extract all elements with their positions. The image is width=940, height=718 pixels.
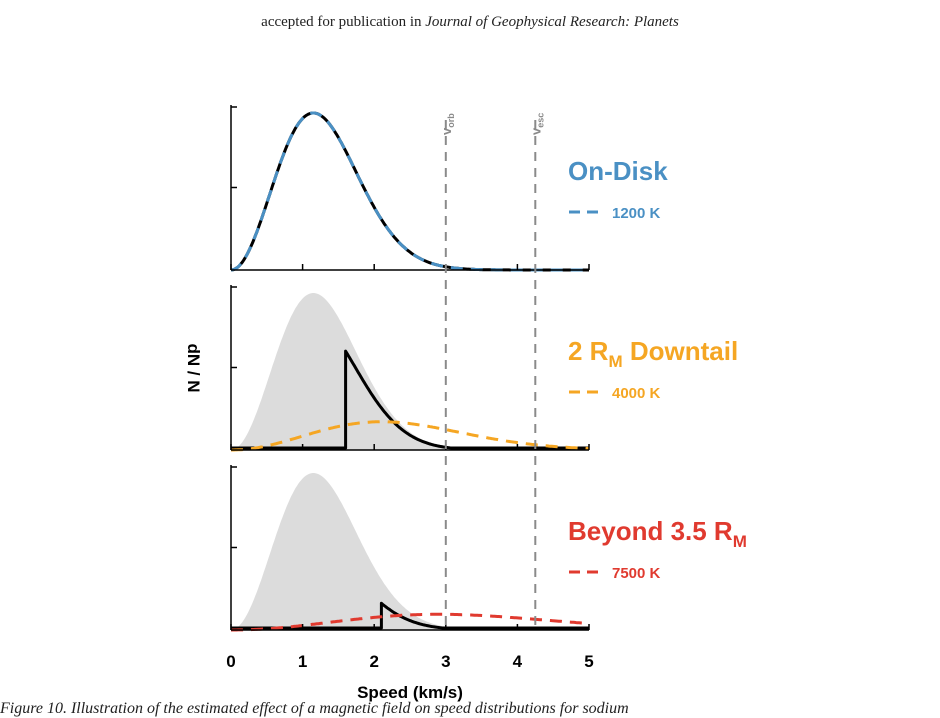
vline-label-orb: vorb [439,113,456,135]
legend-temperature-3: 7500 K [612,565,661,582]
reference-lines: vorb vesc [439,113,545,630]
figure-caption: Figure 10. Illustration of the estimated… [0,700,629,717]
x-axis-label: Speed (km/s) [357,683,463,702]
reference-distribution-2 [231,293,589,450]
vline-label-esc: vesc [528,113,545,135]
panel-title-sub: M [608,352,622,371]
x-axis-ticks: 0 1 2 3 4 5 [226,652,593,671]
panel-title-sub: M [733,532,747,551]
panel-title-3: Beyond 3.5 RM [568,516,747,551]
panel-title-main: Beyond 3.5 R [568,516,733,546]
panel-title-main: On-Disk [568,156,668,186]
x-tick-label: 2 [369,652,378,671]
y-axis-label: dN / N [184,343,203,392]
x-tick-label: 4 [513,652,523,671]
journal-name: Journal of Geophysical Research: Planets [425,14,679,30]
thermal-fit-1 [230,111,589,272]
x-tick-label: 3 [441,652,450,671]
panel-3: Beyond 3.5 RM 7500 K [230,465,747,632]
reference-distribution-3 [231,473,589,630]
header-prefix: accepted for publication in [261,14,426,30]
x-tick-label: 0 [226,652,235,671]
page-header: accepted for publication in Journal of G… [0,14,940,31]
panel-title-main: 2 R [568,336,609,366]
x-tick-label: 5 [584,652,593,671]
x-tick-label: 1 [298,652,307,671]
thermal-fit-2 [231,420,590,452]
panel-2: 2 RM Downtail 4000 K [230,285,738,452]
panel-title-1: On-Disk [568,156,668,186]
legend-temperature-1: 1200 K [612,205,661,222]
legend-temperature-2: 4000 K [612,385,661,402]
magnetic-distribution-2 [231,349,590,450]
panel-title-2: 2 RM Downtail [568,336,738,371]
panel-title-tail: Downtail [623,336,739,366]
magnetic-distribution-3 [231,601,590,630]
